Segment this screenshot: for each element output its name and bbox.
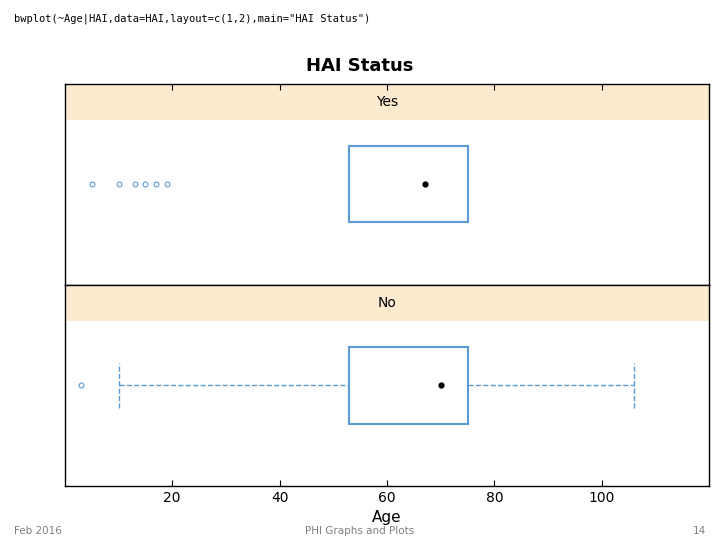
X-axis label: Age: Age bbox=[372, 510, 402, 525]
Bar bbox=[349, 146, 467, 222]
FancyBboxPatch shape bbox=[65, 84, 709, 120]
Text: HAI Status: HAI Status bbox=[306, 57, 414, 75]
Text: 14: 14 bbox=[693, 525, 706, 536]
FancyBboxPatch shape bbox=[65, 285, 709, 321]
Bar bbox=[349, 347, 467, 424]
Text: No: No bbox=[377, 296, 397, 310]
Text: bwplot(~Age|HAI,data=HAI,layout=c(1,2),main="HAI Status"): bwplot(~Age|HAI,data=HAI,layout=c(1,2),m… bbox=[14, 14, 371, 24]
Text: Yes: Yes bbox=[376, 95, 398, 109]
Text: PHI Graphs and Plots: PHI Graphs and Plots bbox=[305, 525, 415, 536]
Text: Feb 2016: Feb 2016 bbox=[14, 525, 62, 536]
